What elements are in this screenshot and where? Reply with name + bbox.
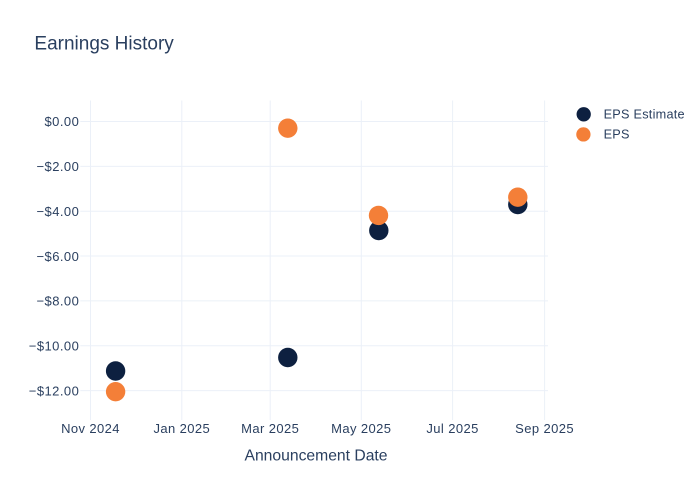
svg-text:Jan 2025: Jan 2025: [153, 421, 210, 436]
svg-text:EPS Estimate: EPS Estimate: [604, 108, 685, 122]
svg-text:−$10.00: −$10.00: [29, 339, 80, 354]
svg-text:Nov 2024: Nov 2024: [61, 421, 120, 436]
svg-text:EPS: EPS: [604, 128, 630, 142]
svg-text:−$8.00: −$8.00: [36, 294, 79, 309]
svg-text:Jul 2025: Jul 2025: [426, 421, 478, 436]
svg-text:May 2025: May 2025: [331, 421, 391, 436]
svg-text:$0.00: $0.00: [45, 114, 80, 129]
svg-text:Announcement Date: Announcement Date: [244, 448, 387, 465]
svg-text:−$6.00: −$6.00: [36, 249, 79, 264]
svg-text:−$2.00: −$2.00: [36, 159, 79, 174]
svg-text:Sep 2025: Sep 2025: [515, 421, 574, 436]
svg-text:Mar 2025: Mar 2025: [241, 421, 299, 436]
svg-text:−$4.00: −$4.00: [36, 204, 79, 219]
svg-text:Earnings History: Earnings History: [34, 34, 174, 55]
svg-text:−$12.00: −$12.00: [29, 383, 80, 398]
